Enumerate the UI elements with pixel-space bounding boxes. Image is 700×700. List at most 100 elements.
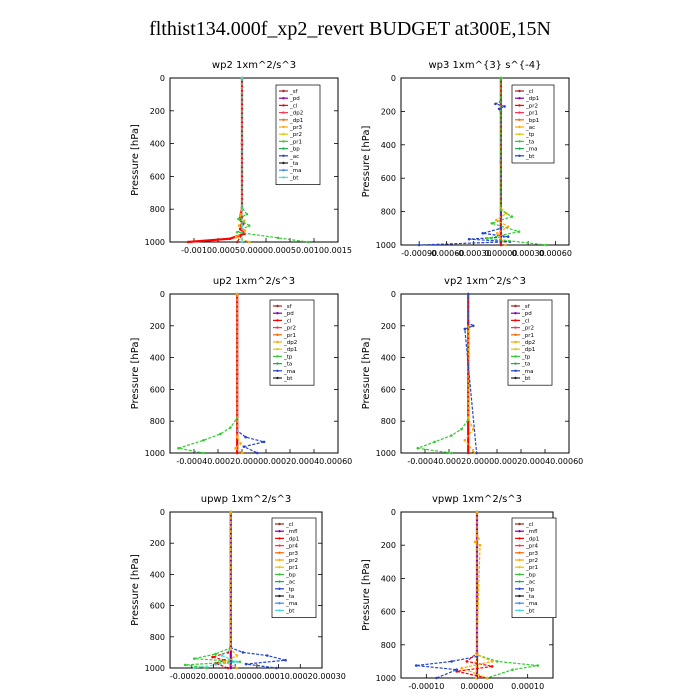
legend-label: _ac (289, 154, 299, 160)
series-point (433, 440, 436, 444)
legend-label: _pr1 (521, 333, 534, 339)
y-axis-label: Pressure [hPa] (130, 554, 141, 626)
legend-marker (518, 602, 521, 605)
legend-label: _pr1 (285, 565, 298, 571)
series-point (219, 432, 222, 436)
legend-label: _pr3 (285, 551, 299, 557)
y-tick-label: 200 (150, 322, 165, 331)
legend-marker (278, 530, 281, 533)
legend-marker (518, 587, 521, 590)
legend-label: _cl (285, 522, 294, 528)
series-point (466, 451, 470, 455)
legend-label: _pd (283, 311, 294, 317)
legend-label: _ac (525, 125, 535, 131)
series-point (235, 292, 239, 296)
series-point (306, 240, 310, 244)
series-point (435, 676, 438, 680)
legend-marker (276, 326, 279, 329)
y-axis-label: Pressure [hPa] (130, 338, 141, 410)
legend-label: _pr3 (289, 125, 303, 131)
panel-title: wp2 1xm^2/s^3 (212, 60, 296, 71)
series-point (202, 438, 205, 442)
series-point (506, 235, 510, 238)
y-tick-label: 800 (381, 417, 396, 426)
series-point (265, 654, 269, 657)
legend-label: _dp2 (289, 111, 303, 117)
legend-label: _pr4 (285, 544, 299, 550)
legend-label: _tp (283, 354, 293, 360)
legend-marker (518, 154, 521, 157)
series-point (229, 510, 233, 514)
series-point (504, 243, 507, 247)
legend-label: _dp1 (521, 347, 535, 353)
legend-label: _pd (289, 96, 300, 102)
legend-marker (276, 362, 279, 365)
legend-label: _ta (525, 139, 534, 145)
legend-marker (518, 558, 521, 562)
legend-label: _tp (521, 354, 531, 360)
legend-label: _ta (289, 161, 298, 167)
series-line (459, 512, 495, 679)
series-point (475, 510, 479, 514)
series-line (416, 512, 478, 679)
legend-marker (518, 551, 521, 554)
y-tick-label: 0 (391, 74, 396, 83)
series-point (244, 435, 247, 439)
x-tick-label: 0.00000.00050.00100.0015 (240, 246, 352, 255)
legend-marker (518, 566, 521, 569)
legend-label: _pr1 (525, 111, 538, 117)
x-tick-label: 0.00000.00020.00040.00060 (466, 457, 583, 466)
legend-label: _pr2 (521, 326, 534, 332)
legend-label: _pr2 (525, 103, 538, 109)
legend-marker (514, 304, 517, 308)
series-point (229, 666, 233, 670)
series-point (241, 651, 245, 654)
series-point (450, 434, 453, 437)
legend-label: _dp1 (525, 536, 539, 542)
series-point (510, 215, 514, 218)
series-point (276, 236, 280, 240)
legend-label: _bt (525, 608, 535, 614)
series-point (214, 652, 217, 656)
legend-marker (282, 161, 285, 165)
y-tick-label: 400 (381, 354, 396, 363)
series-point (495, 232, 499, 235)
y-tick-label: 400 (381, 574, 396, 583)
legend-label: _bp (525, 572, 536, 578)
y-tick-label: 0 (160, 290, 165, 299)
series-point (247, 240, 251, 244)
plot-frame (169, 293, 339, 454)
legend-marker (278, 594, 281, 598)
x-tick-label: -0.00100.0005 (181, 246, 240, 255)
series-point (220, 654, 223, 657)
chart-panel: vpwp 1xm^2/s^3 0 200 400 600 800 1000 Pressure … (361, 494, 557, 691)
panel-title: vpwp 1xm^2/s^3 (432, 494, 522, 505)
y-tick-label: 200 (150, 539, 165, 548)
series-point (205, 666, 208, 670)
series-point (245, 212, 249, 216)
legend-label: _pr2 (283, 326, 296, 332)
legend-label: _mfl (285, 529, 298, 535)
series-point (478, 543, 482, 547)
x-tick-label: -0.00010 (408, 682, 444, 691)
series-point (262, 440, 266, 444)
series-point (229, 647, 233, 651)
series-point (481, 232, 485, 235)
x-tick-label: -0.00020.0001 (170, 672, 229, 681)
x-tick-label: 0.00000 (484, 249, 517, 258)
legend-label: _dp1 (285, 536, 299, 542)
series-point (485, 237, 489, 240)
y-tick-label: 400 (150, 140, 165, 149)
x-tick-label: -0.00030 (456, 249, 492, 258)
legend-label: _dp2 (283, 340, 297, 346)
series-line (187, 78, 247, 244)
series-line (464, 294, 478, 454)
legend-marker (518, 544, 521, 547)
series-point (450, 660, 453, 663)
legend-marker (282, 140, 285, 143)
y-axis-label: Pressure [hPa] (130, 124, 141, 196)
y-tick-label: 800 (150, 205, 165, 214)
y-axis-label: Pressure [hPa] (361, 559, 372, 631)
series-point (235, 240, 239, 244)
series-point (475, 653, 479, 657)
